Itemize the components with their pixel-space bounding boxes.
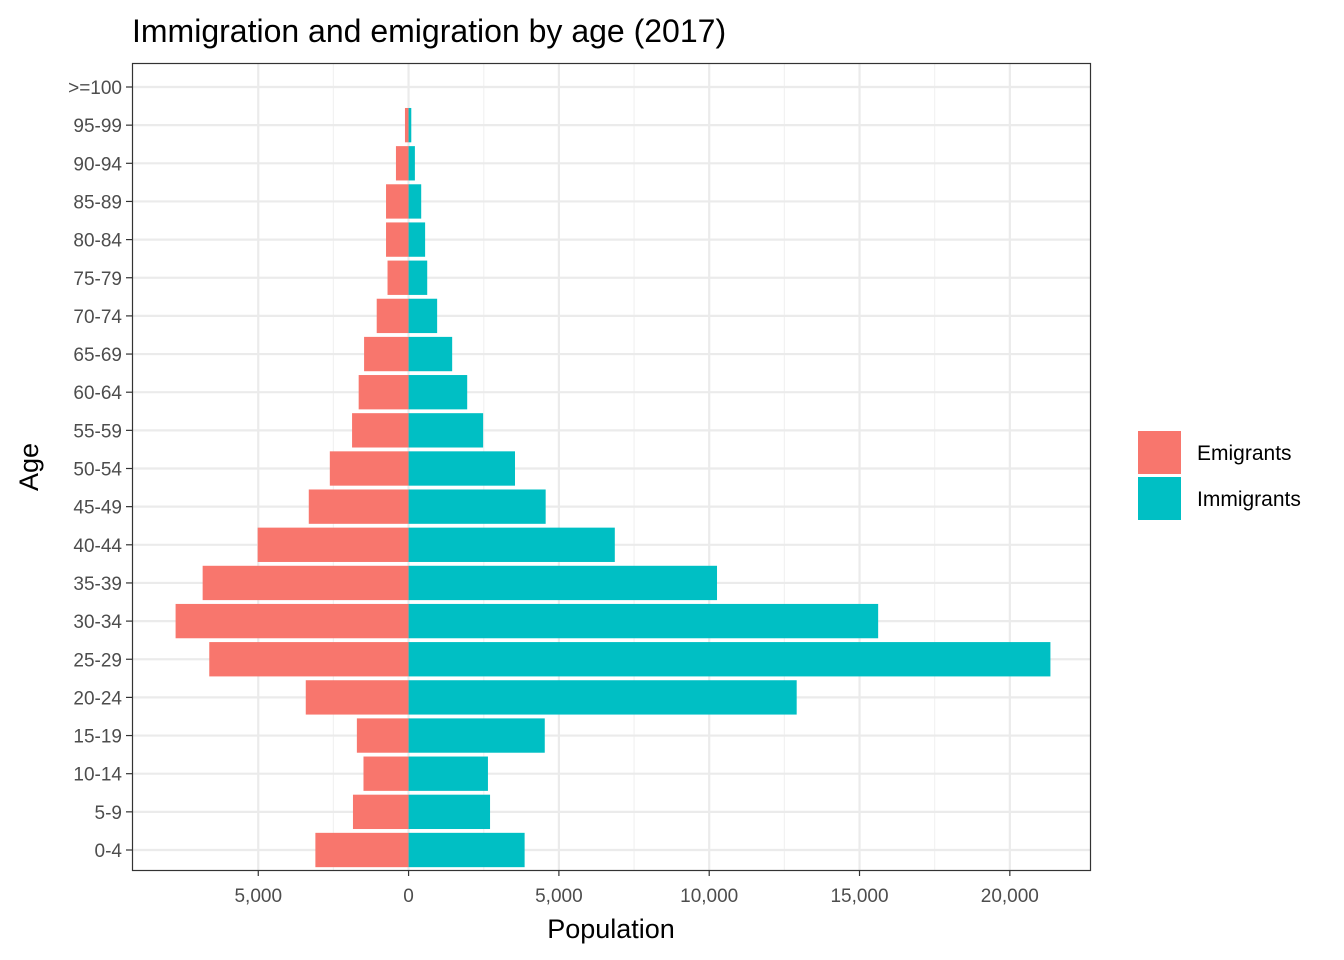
emigrants-bar-50-54 (329, 451, 409, 486)
immigrants-bar-80-84 (408, 222, 426, 257)
y-axis: 0-4 5-9 10-14 15-19 20-24 25-29 30-34 35-39 40-4… (68, 78, 132, 862)
x-tick-label: 15,000 (830, 886, 888, 907)
immigrants-bar-45-49 (408, 489, 546, 524)
y-tick-label: >=100 (68, 78, 122, 99)
immigrants-bar-15-19 (408, 718, 545, 753)
emigrants-bar-95-99 (404, 107, 409, 143)
immigrants-bar-50-54 (408, 451, 515, 486)
emigrants-bar-90-94 (395, 146, 409, 181)
y-tick-label: 80-84 (73, 231, 122, 252)
y-tick-label: 75-79 (73, 269, 122, 290)
x-tick-label: 5,000 (535, 886, 583, 907)
immigrants-bar-5-9 (408, 794, 491, 830)
emigrants-bar-85-89 (386, 184, 409, 219)
x-axis-title: Population (547, 914, 675, 944)
emigrants-bar-75-79 (387, 260, 409, 295)
legend-key-emigrants (1138, 431, 1181, 474)
y-tick-label: 65-69 (73, 345, 122, 366)
y-tick-label: 40-44 (73, 536, 122, 557)
legend-label-immigrants: Immigrants (1197, 488, 1301, 511)
immigrants-bar-10-14 (408, 756, 488, 791)
emigrants-bar-5-9 (352, 794, 409, 830)
x-tick-label: 10,000 (680, 886, 738, 907)
y-tick-label: 85-89 (73, 192, 122, 213)
emigrants-bar-45-49 (308, 489, 409, 524)
y-tick-label: 0-4 (95, 841, 123, 862)
y-tick-label: 90-94 (73, 154, 122, 175)
y-tick-label: 95-99 (73, 116, 122, 137)
panel-border (131, 62, 1092, 872)
emigrants-bar-0-4 (315, 832, 409, 868)
y-tick-label: 30-34 (73, 612, 122, 633)
y-tick-label: 35-39 (73, 574, 122, 595)
emigrants-bar-25-29 (209, 642, 409, 677)
y-tick-label: 60-64 (73, 383, 122, 404)
immigrants-bar-55-59 (408, 413, 484, 448)
grid-lines (132, 63, 1091, 870)
y-tick-label: 10-14 (73, 765, 122, 786)
emigrants-bar-70-74 (376, 298, 409, 334)
immigrants-bar-85-89 (408, 184, 422, 219)
x-axis: 5,000 0 5,000 10,000 15,000 20,000 (234, 870, 1039, 907)
immigrants-bar-20-24 (408, 680, 797, 715)
emigrants-bar-65-69 (364, 336, 409, 372)
emigrants-bar-30-34 (175, 603, 409, 639)
chart-title: Immigration and emigration by age (2017) (132, 13, 726, 49)
immigrants-bar-60-64 (408, 375, 468, 410)
emigrants-bar-10-14 (363, 756, 409, 791)
emigrants-bar-35-39 (202, 565, 409, 601)
immigrants-bar-95-99 (408, 107, 412, 143)
immigrants-bar-90-94 (408, 146, 415, 181)
immigrants-bar-75-79 (408, 260, 428, 295)
immigrants-bar-30-34 (408, 603, 879, 639)
y-tick-label: 5-9 (95, 803, 122, 824)
y-tick-label: 45-49 (73, 498, 122, 519)
emigrants-bar-80-84 (386, 222, 409, 257)
emigrants-bar-55-59 (352, 413, 409, 448)
emigrants-bar-40-44 (257, 527, 409, 562)
immigrants-bar-40-44 (408, 527, 615, 562)
y-tick-label: 25-29 (73, 650, 122, 671)
y-tick-label: 55-59 (73, 421, 122, 442)
immigrants-bar-35-39 (408, 565, 718, 601)
immigrants-bar-65-69 (408, 336, 453, 372)
emigrants-bar-20-24 (305, 680, 409, 715)
x-tick-label: 0 (403, 886, 414, 907)
y-axis-title: Age (14, 443, 44, 491)
x-tick-label: 20,000 (981, 886, 1039, 907)
y-tick-label: 50-54 (73, 460, 122, 481)
legend-key-immigrants (1138, 477, 1181, 520)
legend-label-emigrants: Emigrants (1197, 442, 1292, 465)
immigrants-bar-0-4 (408, 832, 525, 868)
emigrants-bar-60-64 (358, 375, 409, 410)
x-tick-label: 5,000 (234, 886, 282, 907)
y-tick-label: 70-74 (73, 307, 122, 328)
bars-layer (175, 107, 1051, 868)
emigrants-bar-15-19 (356, 718, 409, 753)
immigrants-bar-70-74 (408, 298, 438, 334)
y-tick-label: 20-24 (73, 688, 122, 709)
legend: Emigrants Immigrants (1138, 431, 1301, 520)
immigrants-bar-25-29 (408, 642, 1051, 677)
y-tick-label: 15-19 (73, 727, 122, 748)
